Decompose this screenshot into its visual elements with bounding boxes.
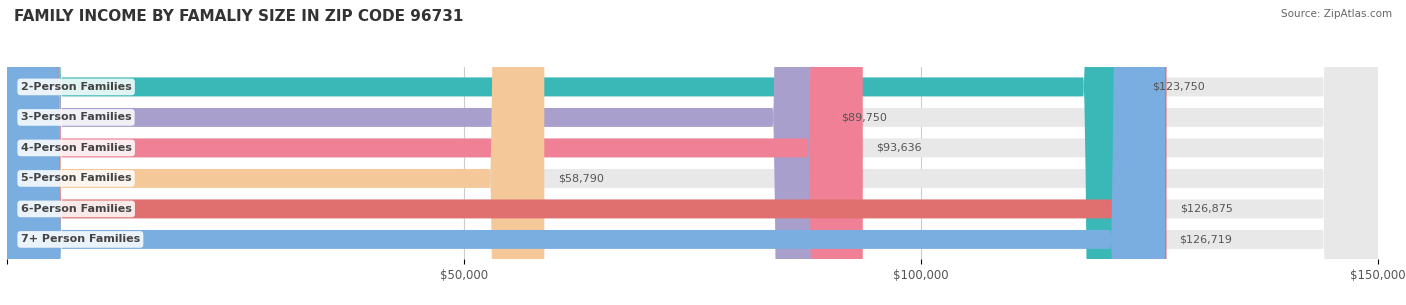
Text: $123,750: $123,750: [1152, 82, 1205, 92]
Text: 2-Person Families: 2-Person Families: [21, 82, 132, 92]
FancyBboxPatch shape: [7, 0, 1378, 305]
Text: 3-Person Families: 3-Person Families: [21, 113, 131, 122]
FancyBboxPatch shape: [7, 0, 827, 305]
Text: $89,750: $89,750: [841, 113, 887, 122]
Text: $58,790: $58,790: [558, 174, 605, 183]
Text: 4-Person Families: 4-Person Families: [21, 143, 132, 153]
Text: FAMILY INCOME BY FAMALIY SIZE IN ZIP CODE 96731: FAMILY INCOME BY FAMALIY SIZE IN ZIP COD…: [14, 9, 464, 24]
Text: 7+ Person Families: 7+ Person Families: [21, 235, 141, 244]
FancyBboxPatch shape: [7, 0, 1166, 305]
FancyBboxPatch shape: [7, 0, 1167, 305]
FancyBboxPatch shape: [7, 0, 1137, 305]
Text: 6-Person Families: 6-Person Families: [21, 204, 132, 214]
Text: Source: ZipAtlas.com: Source: ZipAtlas.com: [1281, 9, 1392, 19]
Text: 5-Person Families: 5-Person Families: [21, 174, 131, 183]
FancyBboxPatch shape: [7, 0, 1378, 305]
Text: $126,875: $126,875: [1180, 204, 1233, 214]
FancyBboxPatch shape: [7, 0, 1378, 305]
FancyBboxPatch shape: [7, 0, 1378, 305]
FancyBboxPatch shape: [7, 0, 1378, 305]
FancyBboxPatch shape: [7, 0, 863, 305]
FancyBboxPatch shape: [7, 0, 544, 305]
Text: $93,636: $93,636: [876, 143, 922, 153]
Text: $126,719: $126,719: [1178, 235, 1232, 244]
FancyBboxPatch shape: [7, 0, 1378, 305]
